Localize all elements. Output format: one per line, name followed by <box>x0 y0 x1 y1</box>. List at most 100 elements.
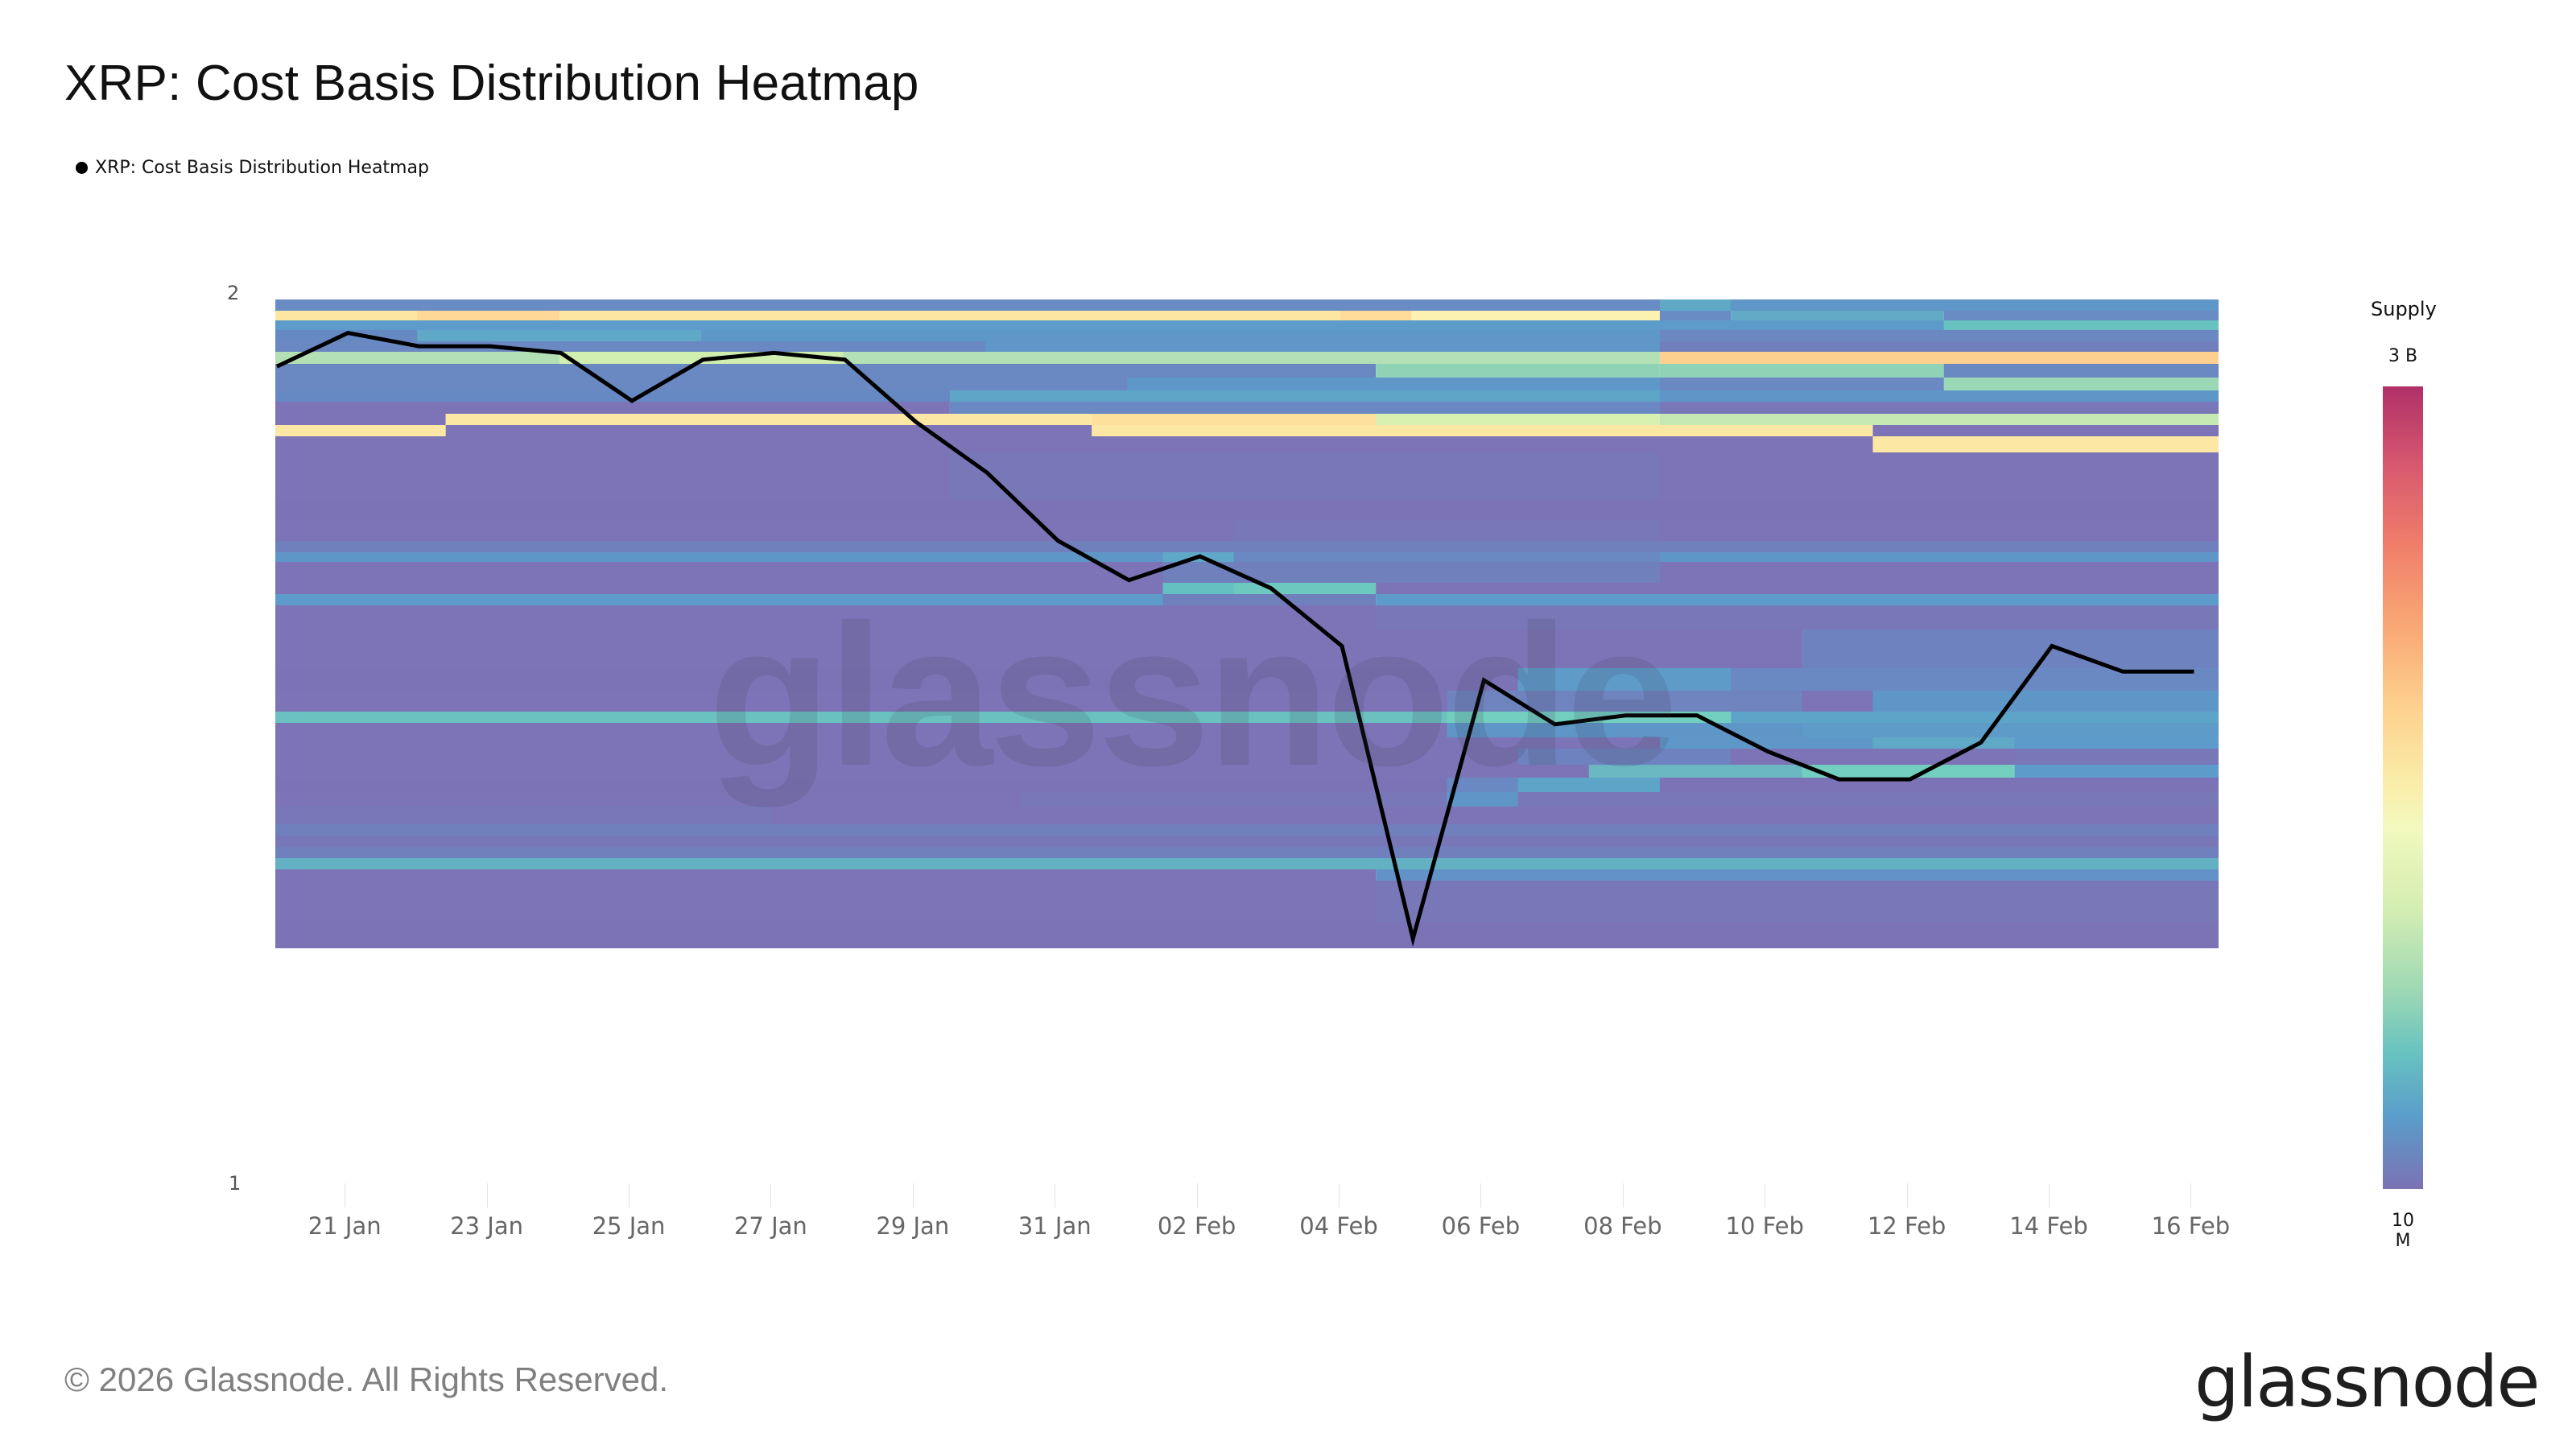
heatmap-cell <box>2014 765 2219 778</box>
page-title: XRP: Cost Basis Distribution Heatmap <box>64 56 919 111</box>
heatmap-cell <box>1376 605 2219 630</box>
heatmap-cell <box>1517 749 1732 765</box>
heatmap-cell <box>2014 749 2219 765</box>
heatmap-cell <box>275 749 2219 765</box>
heatmap-cell <box>1162 562 1660 583</box>
x-tick-mark <box>2190 1183 2192 1208</box>
legend-label: XRP: Cost Basis Distribution Heatmap <box>95 158 429 178</box>
heatmap-cell <box>1447 691 1802 712</box>
heatmap-cell <box>1731 299 2219 311</box>
heatmap-cell <box>417 311 559 320</box>
x-tick-label: 14 Feb <box>2009 1212 2088 1240</box>
heatmap-cell <box>445 414 1092 425</box>
heatmap-cell <box>1376 364 1660 378</box>
heatmap-cell <box>1872 425 2219 436</box>
heatmap-cell <box>1659 311 1732 320</box>
x-tick-label: 04 Feb <box>1299 1212 1378 1240</box>
heatmap-cell <box>1162 594 1377 605</box>
heatmap-cell <box>1517 778 1660 792</box>
heatmap-cell <box>1659 341 2219 352</box>
heatmap-cell <box>1659 364 1944 378</box>
price-line <box>275 330 2194 947</box>
heatmap-cell <box>275 311 1660 320</box>
heatmap-cell <box>1233 583 1377 594</box>
heatmap-cell <box>275 594 1163 605</box>
x-tick-mark <box>1906 1183 1908 1208</box>
x-tick-label: 31 Jan <box>1018 1212 1092 1240</box>
heatmap-cell <box>1447 723 1802 737</box>
x-tick-label: 08 Feb <box>1583 1212 1662 1240</box>
x-tick-label: 02 Feb <box>1157 1212 1236 1240</box>
heatmap-cell <box>1340 311 1412 320</box>
heatmap-cell <box>1447 792 1518 807</box>
heatmap-cell <box>275 320 2219 330</box>
heatmap-cell <box>275 583 1163 594</box>
heatmap-cell <box>1376 869 2219 881</box>
heatmap-cell <box>1447 778 1518 792</box>
heatmap-cell <box>275 778 2219 792</box>
heatmap-cell <box>1731 311 1944 320</box>
heatmap-cell <box>1659 330 2219 341</box>
x-tick-label: 29 Jan <box>876 1212 950 1240</box>
heatmap-cell <box>1376 881 2219 921</box>
colorbar-title: Supply <box>2371 298 2437 320</box>
heatmap-cell <box>1943 364 2219 378</box>
x-tick-label: 27 Jan <box>733 1212 807 1240</box>
heatmap-cell <box>275 869 1377 881</box>
heatmap-cell <box>1872 436 2219 452</box>
heatmap-cell <box>2014 737 2219 749</box>
x-tick-label: 21 Jan <box>308 1212 382 1240</box>
x-tick-mark <box>629 1183 630 1208</box>
heatmap-cell <box>772 807 2219 824</box>
heatmap-cell <box>275 436 1873 452</box>
heatmap-cell <box>1517 668 1732 691</box>
copyright-text: © 2026 Glassnode. All Rights Reserved. <box>64 1360 669 1398</box>
legend-item[interactable]: XRP: Cost Basis Distribution Heatmap <box>76 158 429 178</box>
heatmap-cell <box>275 836 2219 847</box>
heatmap-cell <box>1376 583 2219 594</box>
heatmap-cell <box>1588 765 1802 778</box>
heatmap-cell <box>275 352 1660 364</box>
heatmap-cell <box>275 402 950 414</box>
heatmap-cell <box>1943 320 2219 330</box>
heatmap-cell <box>275 921 2219 948</box>
heatmap-cell <box>1233 520 1660 541</box>
heatmap-cell <box>949 452 1660 501</box>
heatmap-cell <box>949 390 1660 402</box>
heatmap-cell <box>1127 378 1660 390</box>
heatmap-cell <box>1659 414 2219 425</box>
heatmap-cell <box>1731 712 2219 723</box>
heatmap-cell <box>275 847 2219 858</box>
heatmap-cell <box>1376 594 2219 605</box>
heatmap-cell <box>1659 390 2219 402</box>
heatmap-cell <box>275 712 1732 723</box>
heatmap-cells <box>275 299 2219 948</box>
x-tick-label: 25 Jan <box>592 1212 666 1240</box>
heatmap-cell <box>275 541 2219 552</box>
heatmap-cell <box>275 414 446 425</box>
colorbar-min-label: 10 M <box>2392 1211 2414 1251</box>
heatmap-cell <box>445 425 1092 436</box>
colorbar-max-label: 3 B <box>2388 346 2418 366</box>
heatmap-cell <box>1802 765 2015 778</box>
colorbar <box>2383 386 2423 1189</box>
heatmap-cell <box>275 364 1377 378</box>
heatmap-cell <box>275 425 446 436</box>
y-tick-top: 2 <box>227 282 240 304</box>
heatmap-cell <box>1802 630 2219 668</box>
x-tick-mark <box>2049 1183 2050 1208</box>
heatmap-cell <box>1092 425 1873 436</box>
heatmap-cell <box>1659 402 2219 414</box>
heatmap-cell <box>1943 311 2219 320</box>
heatmap-cell <box>985 341 1660 352</box>
heatmap-cell <box>275 824 2219 836</box>
heatmap-cell <box>275 501 2219 520</box>
heatmap-cell <box>417 330 702 341</box>
heatmap-cell <box>1872 691 2219 712</box>
x-tick-mark <box>770 1183 772 1208</box>
heatmap-cell <box>275 858 2219 869</box>
heatmap-cell <box>1659 299 1732 311</box>
x-tick-label: 06 Feb <box>1441 1212 1521 1240</box>
x-tick-mark <box>1480 1183 1482 1208</box>
